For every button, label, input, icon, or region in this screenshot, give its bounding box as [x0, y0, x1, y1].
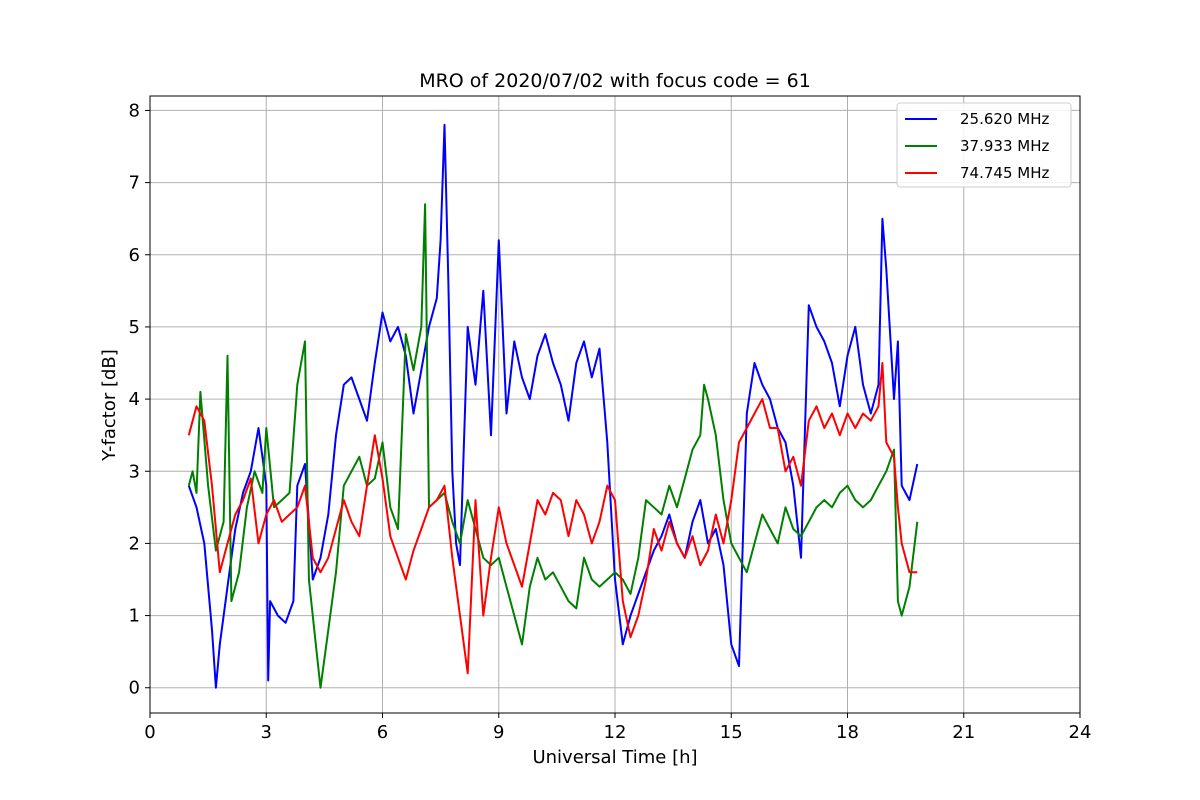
y-axis-ticks: 0 1 2 3 4 5 6 7 8 — [129, 100, 150, 699]
y-tick-label: 3 — [129, 461, 140, 482]
x-tick-label: 0 — [144, 722, 155, 743]
x-tick-label: 15 — [720, 722, 743, 743]
legend-box — [896, 102, 1072, 188]
x-tick-label: 6 — [377, 722, 388, 743]
y-tick-label: 1 — [129, 606, 140, 627]
y-tick-label: 4 — [129, 389, 140, 410]
series-line-2 — [187, 203, 919, 689]
series-line-1 — [187, 123, 919, 689]
y-tick-label: 5 — [129, 317, 140, 338]
y-tick-label: 8 — [129, 100, 140, 121]
x-axis-title: Universal Time [h] — [532, 747, 697, 768]
x-tick-label: 24 — [1069, 722, 1092, 743]
chart-title: MRO of 2020/07/02 with focus code = 61 — [419, 70, 811, 92]
series-layer — [187, 123, 919, 689]
legend-label-2: 37.933 MHz — [960, 137, 1049, 155]
y-tick-label: 2 — [129, 533, 140, 554]
y-tick-label: 6 — [129, 245, 140, 266]
grid-lines — [149, 96, 1081, 713]
y-tick-label: 7 — [129, 173, 140, 194]
x-tick-label: 9 — [493, 722, 504, 743]
legend: 25.620 MHz 37.933 MHz 74.745 MHz — [896, 102, 1072, 188]
x-tick-label: 12 — [604, 722, 627, 743]
x-axis-ticks: 0 3 6 9 12 15 18 21 24 — [144, 713, 1091, 743]
legend-label-3: 74.745 MHz — [960, 164, 1049, 182]
y-axis-title: Y-factor [dB] — [99, 349, 120, 462]
x-tick-label: 18 — [836, 722, 859, 743]
x-tick-label: 3 — [261, 722, 272, 743]
y-tick-label: 0 — [129, 678, 140, 699]
legend-label-1: 25.620 MHz — [960, 110, 1049, 128]
x-tick-label: 21 — [952, 722, 975, 743]
series-line-3 — [187, 362, 918, 675]
